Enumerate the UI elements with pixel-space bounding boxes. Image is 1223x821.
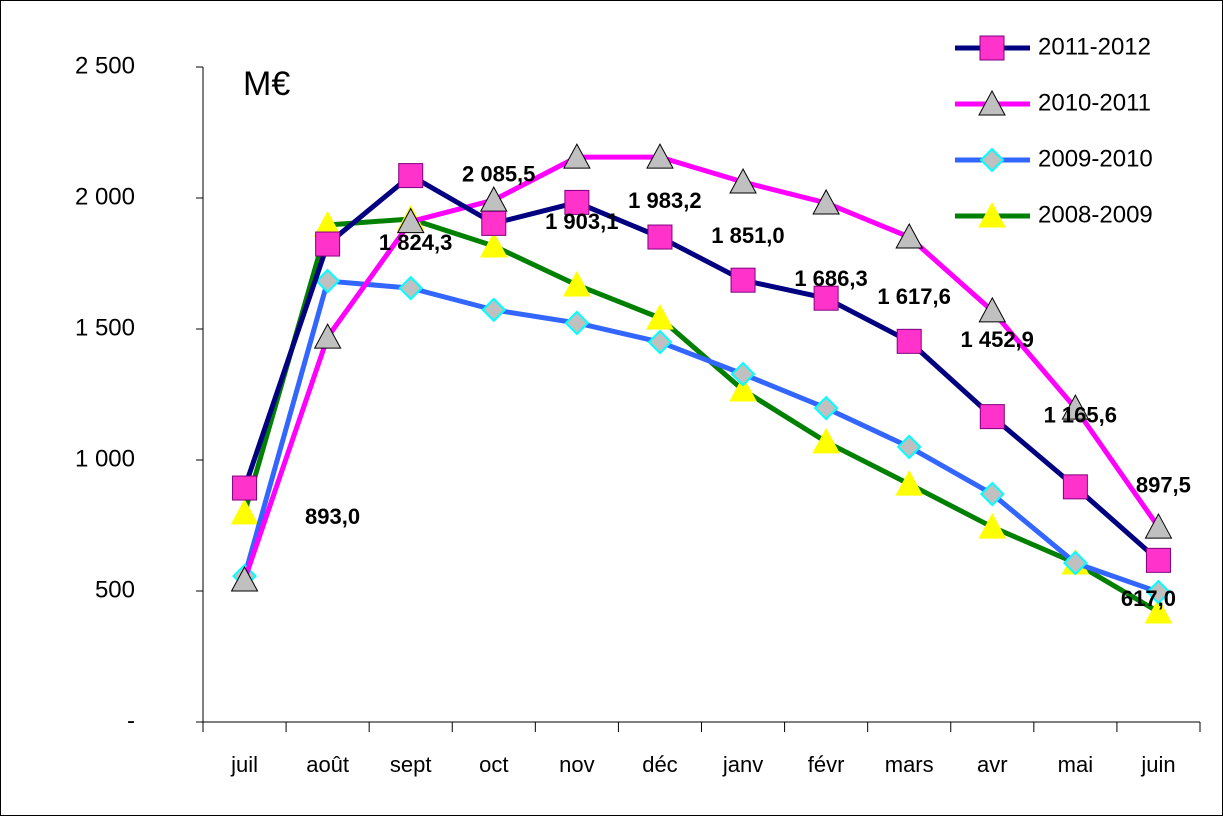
data-label: 617,0 [1121, 586, 1176, 611]
point-marker [896, 434, 922, 460]
y-tick-label: - [127, 707, 135, 734]
legend-marker [978, 89, 1006, 116]
series-line [242, 278, 1160, 595]
point-marker [978, 296, 1007, 323]
x-tick-label: janv [722, 752, 763, 777]
point-marker [730, 361, 756, 387]
point-marker [1144, 513, 1173, 539]
point-marker [979, 404, 1005, 430]
point-marker [730, 267, 756, 293]
data-label: 1 686,3 [794, 266, 867, 291]
y-tick-label: 1 000 [75, 445, 135, 472]
point-marker [396, 207, 425, 234]
point-marker [729, 375, 757, 402]
point-marker [230, 498, 259, 525]
y-tick-label: 1 500 [75, 314, 135, 341]
point-marker [813, 395, 839, 421]
point-marker [1144, 597, 1173, 624]
point-marker [1146, 579, 1171, 605]
point-marker [232, 475, 258, 501]
point-marker [647, 329, 673, 355]
point-marker [812, 188, 840, 215]
point-marker [1145, 547, 1171, 573]
point-marker [812, 427, 840, 454]
point-marker [646, 303, 674, 330]
data-label: 1 851,0 [711, 223, 784, 248]
series-line [242, 154, 1161, 581]
point-marker [564, 310, 590, 336]
unit-label: M€ [243, 65, 290, 103]
legend-marker [979, 35, 1005, 61]
point-marker [978, 513, 1007, 539]
x-tick-label: déc [642, 752, 677, 777]
y-tick-label: 2 500 [75, 52, 135, 79]
point-marker [481, 210, 507, 236]
point-marker [895, 222, 924, 249]
x-tick-label: juin [1140, 752, 1175, 777]
x-tick-label: mai [1058, 752, 1093, 777]
point-marker [398, 275, 424, 301]
data-label: 2 085,5 [462, 161, 535, 186]
point-marker [563, 143, 591, 169]
point-marker [895, 470, 924, 496]
point-marker [1061, 394, 1090, 420]
x-tick-label: juil [230, 752, 258, 777]
series-line [242, 216, 1160, 615]
x-tick-label: avr [977, 752, 1008, 777]
x-tick-label: nov [559, 752, 594, 777]
point-marker [1062, 550, 1088, 576]
x-tick-label: sept [390, 752, 432, 777]
legend-label: 2008-2009 [1038, 201, 1153, 228]
x-tick-label: août [306, 752, 349, 777]
legend-label: 2010-2011 [1038, 89, 1151, 116]
point-marker [315, 231, 341, 257]
data-label: 897,5 [1136, 473, 1191, 498]
x-tick-label: oct [479, 752, 508, 777]
point-marker [563, 270, 591, 297]
point-marker [230, 565, 259, 592]
point-marker [315, 268, 341, 294]
data-label: 1 983,2 [628, 188, 701, 213]
x-tick-label: févr [808, 752, 845, 777]
legend-marker [978, 201, 1006, 228]
point-marker [1062, 474, 1088, 500]
point-marker [479, 231, 508, 258]
point-marker [313, 323, 342, 349]
legend-label: 2011-2012 [1038, 33, 1151, 60]
data-label: 1 903,1 [545, 209, 618, 234]
y-tick-label: 500 [95, 576, 135, 603]
legend-marker [979, 147, 1005, 173]
point-marker [481, 297, 507, 323]
point-marker [813, 285, 839, 311]
point-marker [729, 167, 757, 194]
point-marker [646, 143, 674, 169]
x-tick-label: mars [885, 752, 934, 777]
series-line [242, 173, 1161, 563]
y-tick-label: 2 000 [75, 183, 135, 210]
data-label: 1 452,9 [961, 327, 1034, 352]
data-label: 1 824,3 [379, 230, 452, 255]
point-marker [564, 189, 590, 215]
point-marker [896, 328, 922, 354]
data-label: 893,0 [305, 504, 360, 529]
point-marker [398, 163, 424, 189]
point-marker [979, 481, 1005, 507]
legend-label: 2009-2010 [1038, 145, 1153, 172]
data-label: 1 165,6 [1044, 402, 1117, 427]
data-label: 1 617,6 [877, 284, 950, 309]
point-marker [647, 224, 673, 250]
